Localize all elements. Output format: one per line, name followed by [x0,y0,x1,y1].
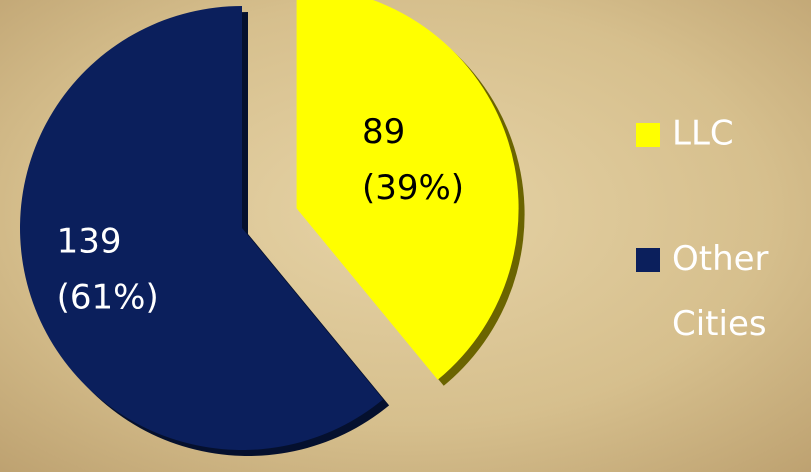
legend-label: Other Cities [672,239,769,344]
value-label: 139 [57,221,122,261]
legend-swatch [636,123,660,147]
legend-label: LLC [672,114,734,154]
pie-slice [296,0,519,380]
value-label: 89 [362,112,405,152]
pie-slice [20,6,384,450]
percent-label: (61%) [57,277,159,317]
percent-label: (39%) [362,168,464,208]
legend-swatch [636,248,660,272]
